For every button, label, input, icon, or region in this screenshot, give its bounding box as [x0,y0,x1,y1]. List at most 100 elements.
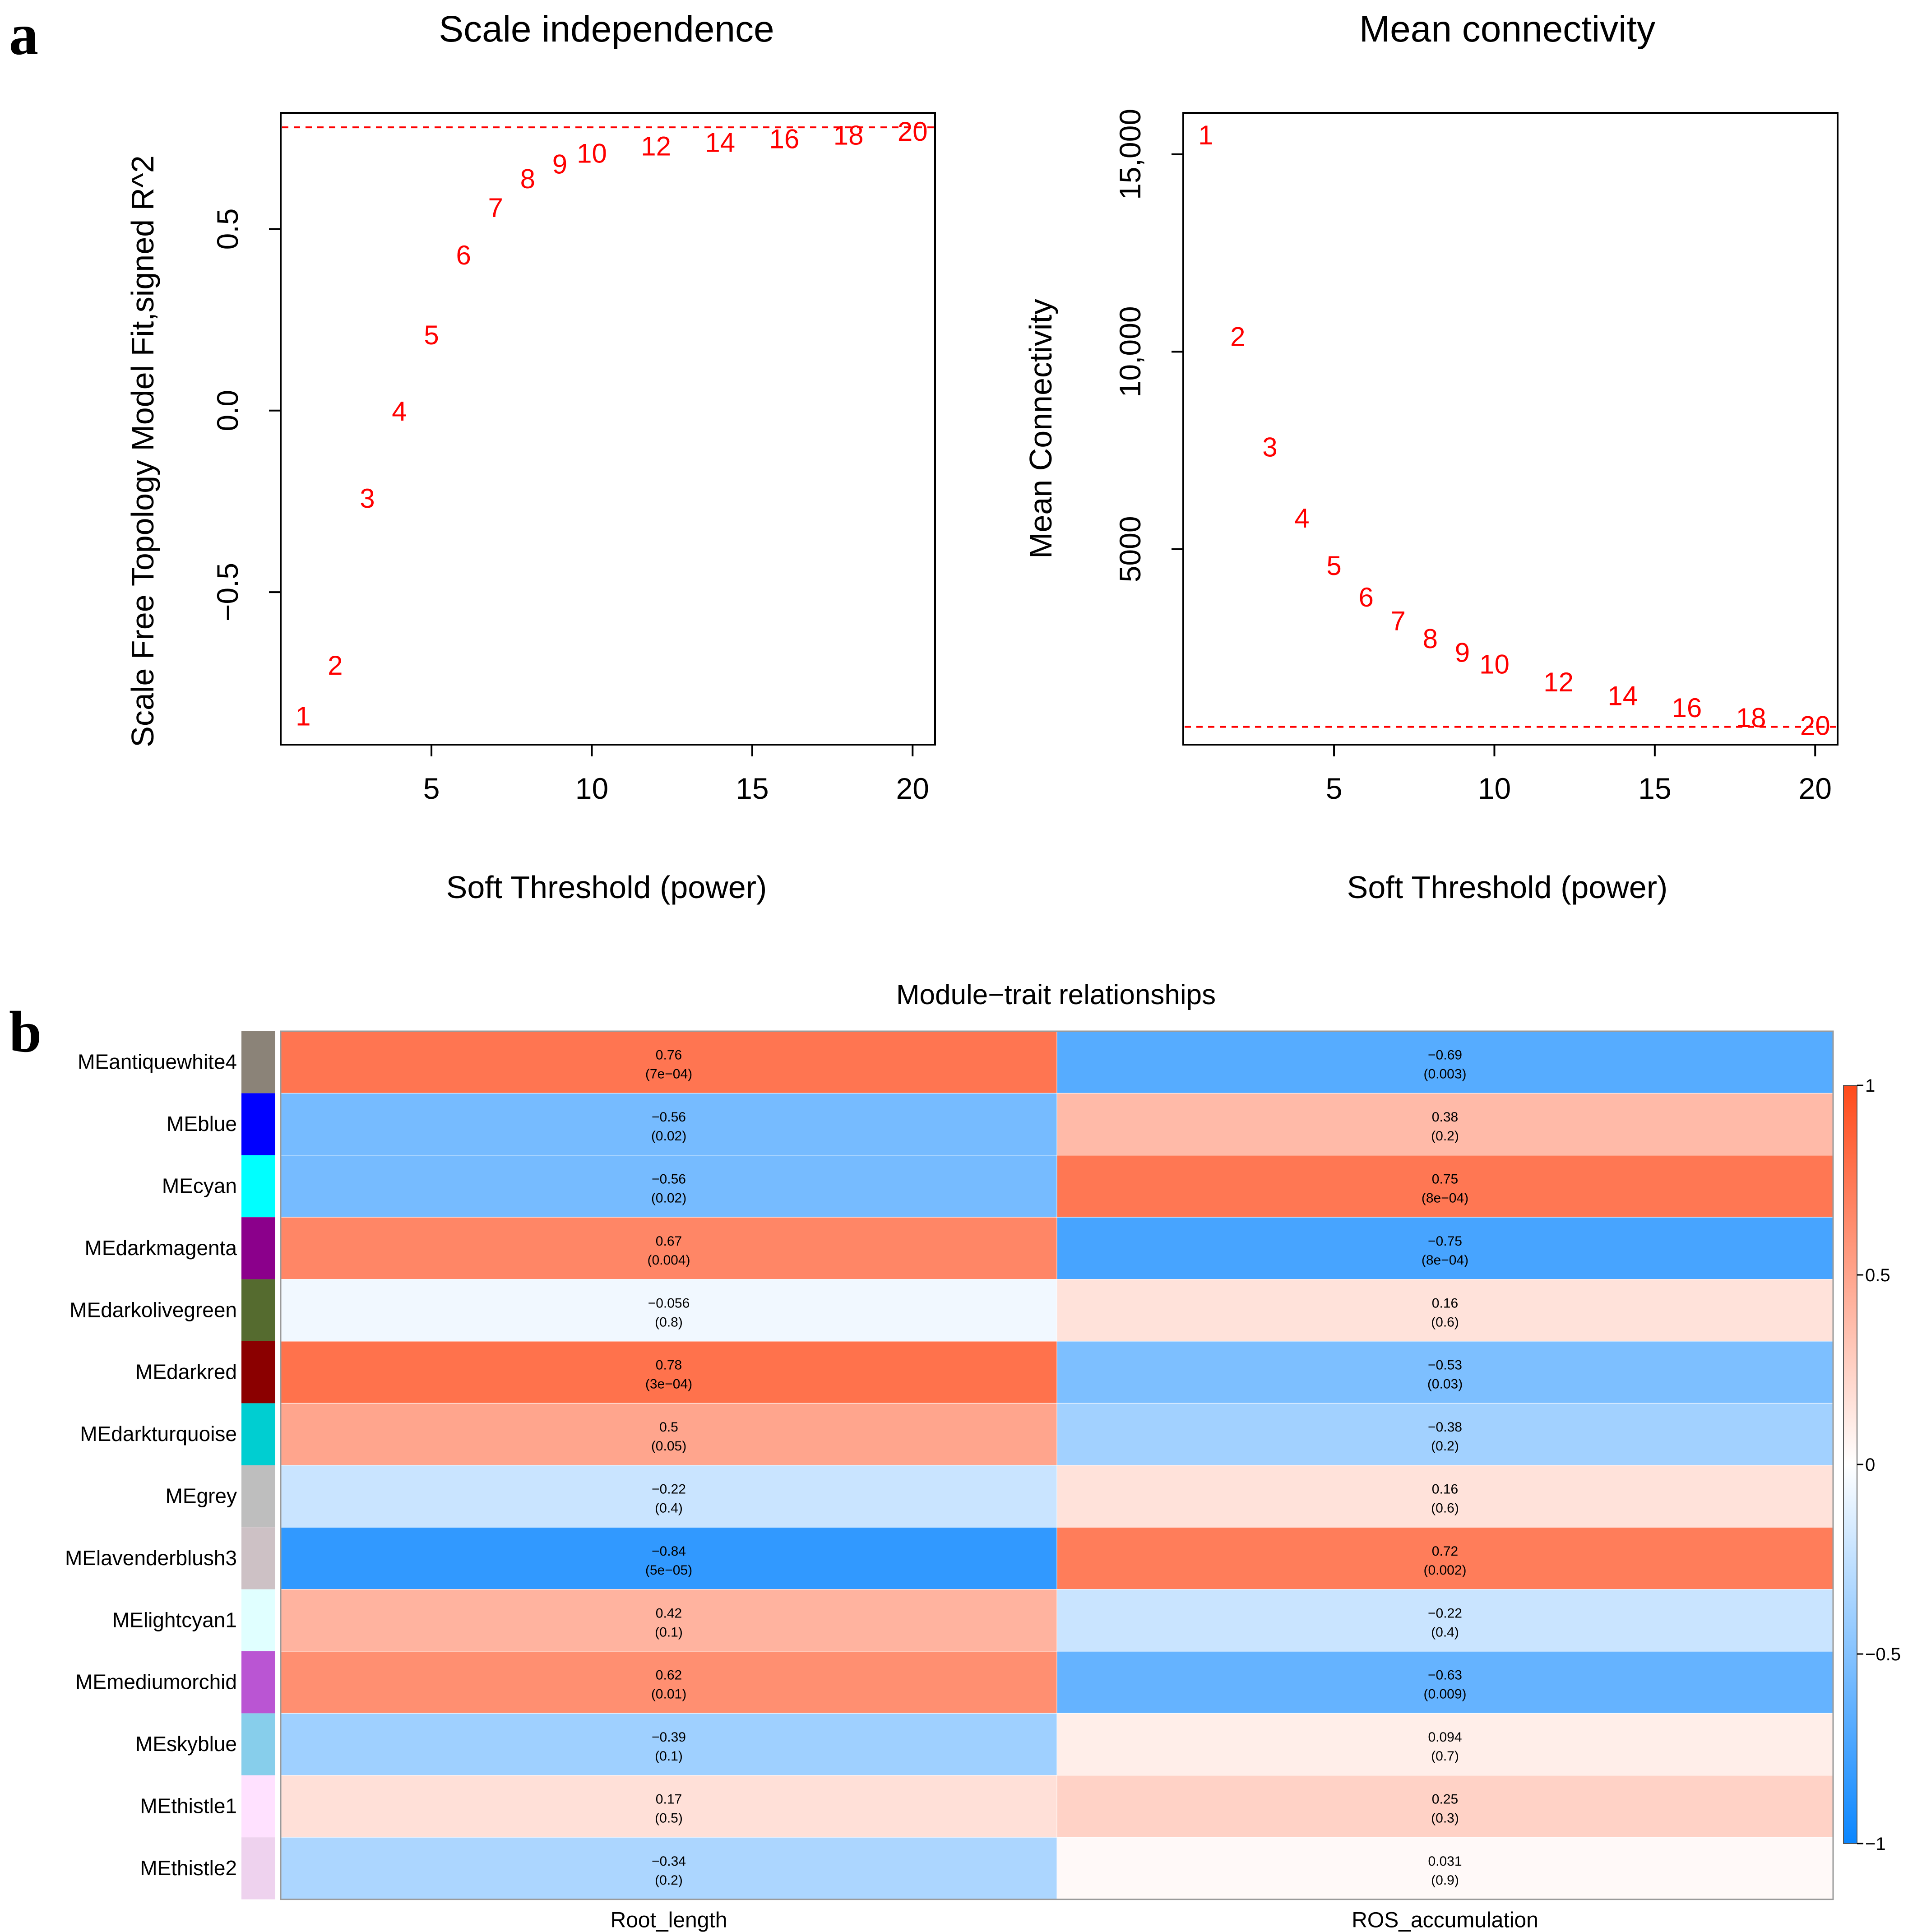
cell-value-label: −0.39 [652,1730,686,1745]
module-color-swatch [241,1775,275,1838]
cell-pvalue-label: (0.03) [1427,1377,1463,1392]
data-point-label: 18 [1736,703,1766,733]
heatmap-cell [1056,1589,1834,1652]
module-color-swatch [241,1651,275,1714]
cell-pvalue-label: (0.6) [1431,1315,1459,1330]
color-scale-bar [1843,1085,1857,1844]
column-label: ROS_accumulation [1352,1909,1538,1932]
y-tick-label: 0.0 [211,390,244,431]
cell-pvalue-label: (0.9) [1431,1873,1459,1888]
data-point-label: 14 [705,127,735,158]
row-label: MEdarkolivegreen [69,1298,237,1321]
y-tick-label: 5000 [1113,516,1147,582]
cell-value-label: 0.17 [656,1792,682,1807]
x-axis-label: Soft Threshold (power) [1347,870,1668,905]
scale-independence-chart: Scale independence Soft Threshold (power… [125,9,936,905]
y-tick-label: 10,000 [1113,306,1147,397]
cell-pvalue-label: (0.8) [655,1315,683,1330]
data-point-label: 12 [641,131,671,161]
heatmap-cell [1056,1031,1834,1093]
mean-connectivity-chart: Mean connectivity Soft Threshold (power)… [1023,9,1839,905]
cell-pvalue-label: (0.6) [1431,1501,1459,1516]
module-color-swatch [241,1031,275,1093]
y-axis-label: Scale Free Topology Model Fit,signed R^2 [125,155,160,747]
column-label: Root_length [611,1909,727,1932]
data-point-label: 20 [898,116,928,147]
color-scale-tick-label: 0.5 [1865,1265,1890,1285]
heatmap-cell [1056,1155,1834,1218]
module-color-swatch [241,1403,275,1465]
cell-pvalue-label: (5e−05) [645,1563,692,1578]
plot-frame [1182,112,1839,746]
module-color-swatch [241,1589,275,1651]
heatmap-cell [280,1279,1057,1342]
cell-value-label: −0.56 [652,1172,686,1187]
cell-value-label: −0.69 [1428,1048,1462,1063]
cell-pvalue-label: (0.003) [1423,1067,1466,1082]
data-point-label: 1 [296,701,310,732]
x-tick-label: 10 [575,772,608,805]
cell-value-label: −0.22 [1428,1606,1462,1621]
cell-pvalue-label: (0.1) [655,1749,683,1764]
cell-value-label: 0.67 [656,1234,682,1249]
data-point-label: 9 [1455,637,1470,667]
module-trait-heatmap: Module−trait relationships MEantiquewhit… [65,979,1901,1932]
x-axis-label: Soft Threshold (power) [446,870,767,905]
module-color-swatch [241,1527,275,1589]
cell-pvalue-label: (0.004) [647,1253,690,1268]
heatmap-cell [280,1837,1057,1900]
data-point-label: 2 [1230,321,1245,352]
module-color-swatch [241,1279,275,1341]
cell-value-label: 0.72 [1432,1544,1458,1559]
heatmap-cell [280,1031,1057,1093]
heatmap-cell [1056,1341,1834,1404]
module-color-swatch [241,1341,275,1404]
color-scale-tick-label: 0 [1865,1455,1875,1475]
cell-pvalue-label: (8e−04) [1422,1191,1468,1206]
module-color-swatch [241,1155,275,1218]
data-point-label: 20 [1800,710,1830,741]
cell-value-label: 0.38 [1432,1110,1458,1125]
row-label: MEdarkmagenta [85,1236,237,1260]
panel-label-b: b [9,1000,42,1065]
x-tick-label: 20 [896,772,929,805]
data-point-label: 6 [1358,582,1373,612]
y-tick-label: 15,000 [1113,109,1147,200]
row-label: MEcyan [162,1174,237,1198]
row-label: MEantiquewhite4 [78,1050,237,1074]
cell-value-label: 0.78 [656,1358,682,1373]
row-label: MEthistle1 [140,1794,237,1818]
data-point-label: 12 [1543,667,1574,697]
cell-value-label: −0.63 [1428,1668,1462,1683]
x-tick-label: 15 [736,772,769,805]
plot-frame [280,112,936,746]
heatmap-cell [280,1403,1057,1466]
heatmap-cell [280,1651,1057,1714]
panel-label-a: a [9,2,38,67]
heatmap-cell [280,1341,1057,1404]
data-point-label: 4 [1294,503,1309,533]
heatmap-cell [1056,1837,1834,1900]
cell-value-label: 0.5 [659,1420,678,1435]
data-point-label: 7 [1391,606,1406,636]
cell-pvalue-label: (0.3) [1431,1811,1459,1826]
heatmap-cell [280,1465,1057,1528]
cell-value-label: 0.42 [656,1606,682,1621]
row-label: MElightcyan1 [112,1608,237,1631]
data-point-label: 5 [424,320,439,350]
cell-pvalue-label: (0.4) [655,1501,683,1516]
cell-pvalue-label: (7e−04) [645,1067,692,1082]
cell-pvalue-label: (0.2) [1431,1129,1459,1144]
heatmap-cell [280,1775,1057,1838]
cell-pvalue-label: (0.009) [1423,1687,1466,1702]
cell-value-label: 0.16 [1432,1296,1458,1311]
heatmap-cell [1056,1403,1834,1466]
module-color-swatch [241,1093,275,1155]
cell-pvalue-label: (0.2) [1431,1439,1459,1454]
color-scale-tick-label: −1 [1865,1834,1886,1854]
heatmap-cell [1056,1713,1834,1776]
row-label: MEthistle2 [140,1856,237,1880]
cell-value-label: 0.16 [1432,1482,1458,1497]
y-axis-label: Mean Connectivity [1023,299,1058,559]
heatmap-cell [1056,1465,1834,1528]
